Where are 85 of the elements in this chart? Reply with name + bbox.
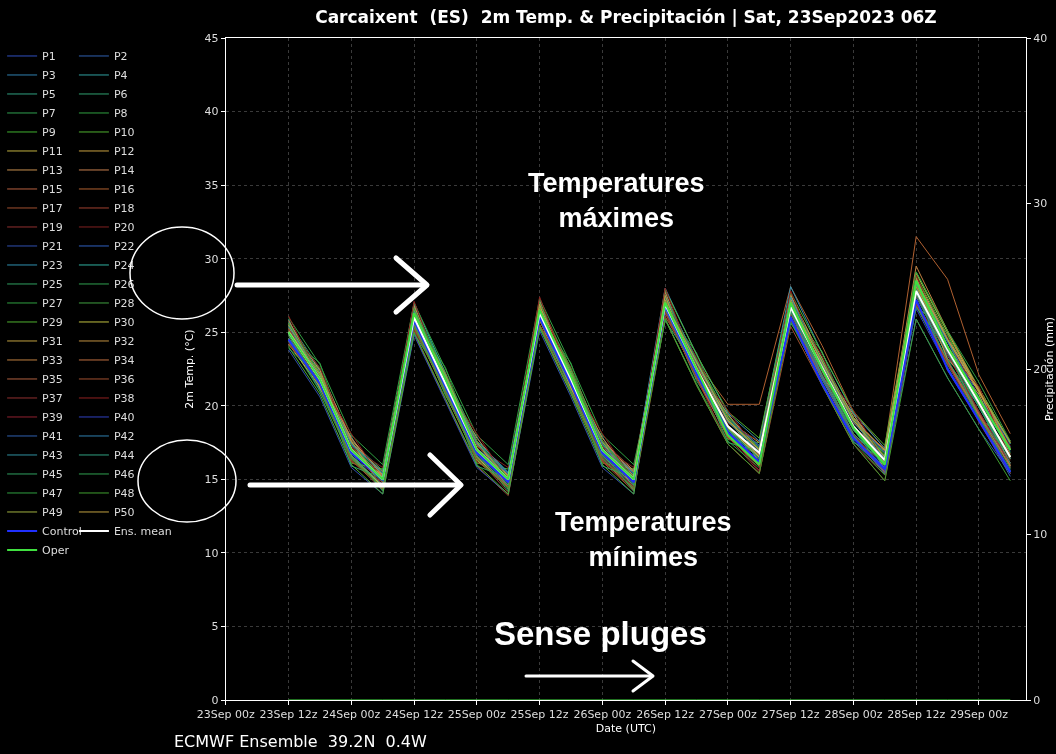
legend-label: Control xyxy=(42,525,82,539)
y-tick-label: 30 xyxy=(204,252,219,266)
legend-label: P20 xyxy=(113,221,135,235)
legend-label: P25 xyxy=(42,278,63,292)
legend-label: P17 xyxy=(42,202,63,216)
legend-label: P23 xyxy=(42,259,63,273)
x-tick-label: 24Sep 12z xyxy=(385,708,444,722)
x-tick-label: 24Sep 00z xyxy=(322,708,381,722)
legend-label: P21 xyxy=(42,240,63,254)
legend-label: P43 xyxy=(42,449,63,463)
legend-label: P47 xyxy=(42,487,63,501)
x-tick-label: 27Sep 00z xyxy=(698,708,758,722)
y2-tick-label: 0 xyxy=(1033,693,1041,707)
y-tick-label: 5 xyxy=(211,620,219,634)
x-tick-label: 25Sep 12z xyxy=(510,708,569,722)
legend-label: P45 xyxy=(42,468,63,482)
y-tick-label: 25 xyxy=(204,326,219,340)
legend-label: P44 xyxy=(113,449,135,463)
legend-label: P46 xyxy=(113,468,135,482)
legend-label: P35 xyxy=(42,373,63,387)
legend-label: P6 xyxy=(113,88,128,102)
legend-label: P49 xyxy=(42,506,63,520)
x-tick-label: 23Sep 00z xyxy=(196,708,256,722)
legend-label: P10 xyxy=(113,126,135,140)
legend-label: P29 xyxy=(42,316,63,330)
legend-label: P14 xyxy=(113,164,135,178)
legend-label: P16 xyxy=(113,183,135,197)
chart-title: Carcaixent (ES) 2m Temp. & Precipitación | Sat, 23Sep2023 06Z xyxy=(315,7,937,28)
x-tick-label: 27Sep 12z xyxy=(761,708,820,722)
annotation: Sense pluges xyxy=(494,615,707,652)
legend-label: Ens. mean xyxy=(113,525,172,539)
legend-label: P2 xyxy=(113,50,128,64)
x-tick-label: 28Sep 00z xyxy=(824,708,883,722)
legend-label: P12 xyxy=(113,145,135,159)
x-axis-title: Date (UTC) xyxy=(595,722,656,736)
y2-tick-label: 40 xyxy=(1033,31,1048,45)
y-tick-label: 35 xyxy=(204,178,219,192)
legend-label: P19 xyxy=(42,221,63,235)
x-tick-label: 26Sep 12z xyxy=(636,708,695,722)
legend-label: P34 xyxy=(113,354,135,368)
legend-label: P1 xyxy=(42,50,56,64)
legend-label: P33 xyxy=(42,354,63,368)
text: ECMWF Ensemble 39.2N 0.4W xyxy=(174,732,428,751)
x-tick-label: 23Sep 12z xyxy=(259,708,318,722)
legend-label: P7 xyxy=(42,107,56,121)
x-tick-label: 28Sep 12z xyxy=(887,708,946,722)
legend-label: P42 xyxy=(113,430,135,444)
legend-label: P9 xyxy=(42,126,56,140)
y-tick-label: 15 xyxy=(204,473,219,487)
legend-label: P22 xyxy=(113,240,135,254)
y-tick-label: 10 xyxy=(204,546,219,560)
legend-label: P15 xyxy=(42,183,63,197)
x-tick-label: 26Sep 00z xyxy=(573,708,632,722)
legend-label: P32 xyxy=(113,335,135,349)
legend-label: P48 xyxy=(113,487,135,501)
legend-label: P31 xyxy=(42,335,63,349)
legend-label: P36 xyxy=(113,373,135,387)
legend-label: P3 xyxy=(42,69,56,83)
y-tick-label: 20 xyxy=(204,399,219,413)
legend-label: Oper xyxy=(42,544,70,558)
legend-label: P39 xyxy=(42,411,63,425)
annotation: Temperatures máximes xyxy=(528,168,705,234)
legend-label: P18 xyxy=(113,202,135,216)
y-tick-label: 45 xyxy=(204,31,219,45)
annotation: Temperatures mínimes xyxy=(555,507,732,573)
y2-tick-label: 10 xyxy=(1033,528,1048,542)
legend-label: P5 xyxy=(42,88,56,102)
legend-label: P28 xyxy=(113,297,135,311)
legend-label: P8 xyxy=(113,107,128,121)
y-axis-title: 2m Temp. (°C) xyxy=(183,329,197,409)
legend-label: P30 xyxy=(113,316,135,330)
legend-label: P4 xyxy=(113,69,128,83)
legend-label: P11 xyxy=(42,145,63,159)
legend-label: P27 xyxy=(42,297,63,311)
legend-label: P40 xyxy=(113,411,135,425)
legend-label: P41 xyxy=(42,430,63,444)
x-tick-label: 29Sep 00z xyxy=(949,708,1009,722)
legend-label: P50 xyxy=(113,506,135,520)
x-tick-label: 25Sep 00z xyxy=(447,708,507,722)
y2-tick-label: 30 xyxy=(1033,197,1048,211)
legend-label: P13 xyxy=(42,164,63,178)
legend-label: P37 xyxy=(42,392,63,406)
legend-label: P38 xyxy=(113,392,135,406)
y-tick-label: 0 xyxy=(211,693,219,707)
y-tick-label: 40 xyxy=(204,105,219,119)
